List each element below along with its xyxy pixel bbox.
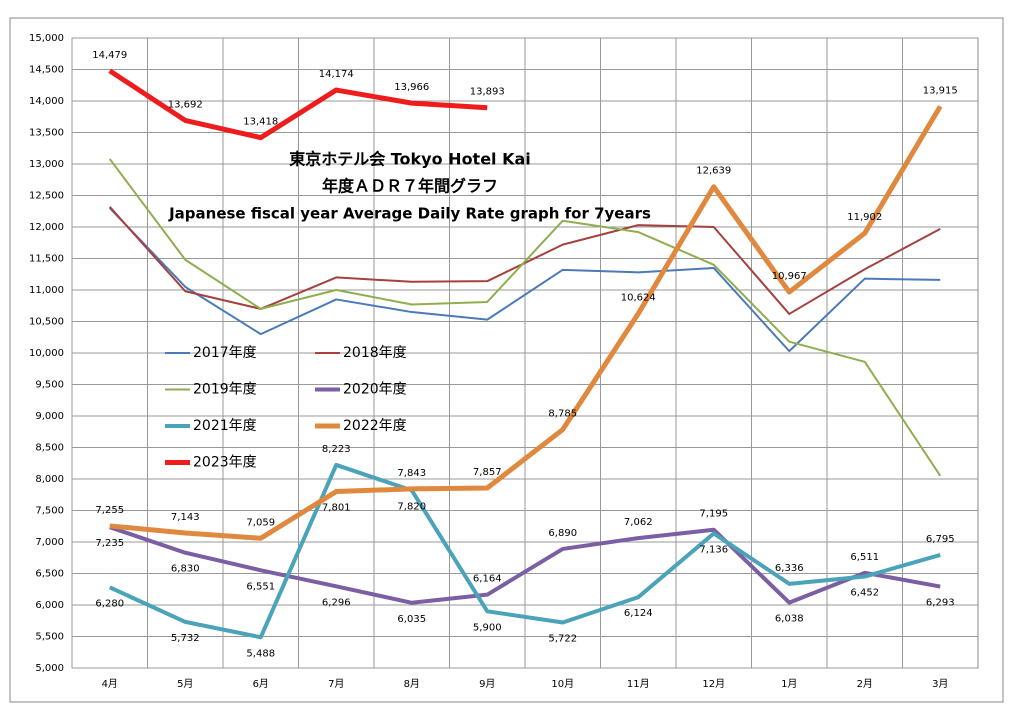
- data-label: 7,136: [699, 544, 728, 555]
- legend-label: 2022年度: [343, 418, 407, 434]
- data-label: 6,124: [624, 608, 653, 619]
- data-label: 5,488: [246, 648, 275, 659]
- y-tick-label: 11,500: [29, 254, 64, 265]
- series-line: [109, 105, 943, 541]
- data-label: 14,479: [92, 50, 127, 61]
- series-line: [109, 525, 941, 605]
- data-label: 13,966: [394, 82, 429, 93]
- chart-title: Japanese fiscal year Average Daily Rate …: [168, 205, 651, 223]
- y-tick-label: 14,000: [29, 96, 64, 107]
- data-label: 11,902: [847, 212, 882, 223]
- y-tick-label: 9,500: [35, 380, 64, 391]
- y-tick-label: 8,500: [35, 443, 64, 454]
- data-label: 10,967: [772, 271, 807, 282]
- data-label: 7,820: [397, 501, 426, 512]
- series-line: [108, 158, 942, 477]
- y-tick-label: 13,000: [29, 159, 64, 170]
- chart-title: 東京ホテル会 Tokyo Hotel Kai: [289, 150, 531, 169]
- data-label: 5,722: [548, 634, 577, 645]
- y-tick-label: 11,000: [29, 285, 64, 296]
- data-label: 7,059: [246, 517, 275, 528]
- legend-label: 2018年度: [343, 345, 407, 361]
- data-label: 6,280: [95, 598, 124, 609]
- x-tick-label: 4月: [102, 678, 118, 690]
- series-line: [109, 207, 941, 353]
- x-tick-label: 3月: [932, 678, 948, 690]
- data-label: 7,235: [95, 538, 124, 549]
- y-tick-label: 6,500: [35, 569, 64, 580]
- legend-label: 2019年度: [193, 382, 257, 398]
- data-label: 6,511: [850, 552, 879, 563]
- y-tick-label: 5,500: [35, 632, 64, 643]
- y-tick-label: 14,500: [29, 65, 64, 76]
- data-label: 13,418: [243, 117, 278, 128]
- data-label: 7,255: [95, 505, 124, 516]
- x-tick-label: 9月: [479, 678, 495, 690]
- data-label: 6,038: [775, 614, 804, 625]
- y-tick-label: 6,000: [35, 600, 64, 611]
- data-label: 8,223: [322, 444, 351, 455]
- y-tick-label: 13,500: [29, 128, 64, 139]
- series-line: [108, 68, 488, 141]
- data-label: 6,795: [926, 534, 955, 545]
- x-tick-label: 7月: [328, 678, 344, 690]
- y-tick-label: 15,000: [29, 33, 64, 44]
- y-tick-label: 5,000: [35, 663, 64, 674]
- data-label: 6,830: [171, 564, 200, 575]
- data-label: 13,893: [470, 87, 505, 98]
- x-tick-label: 5月: [177, 678, 193, 690]
- y-tick-label: 12,500: [29, 191, 64, 202]
- x-tick-label: 6月: [253, 678, 269, 690]
- x-tick-label: 12月: [702, 678, 725, 690]
- data-label: 6,293: [926, 598, 955, 609]
- data-label: 5,732: [171, 633, 200, 644]
- data-label: 7,195: [699, 509, 728, 520]
- series-line: [109, 206, 941, 315]
- legend-label: 2023年度: [193, 455, 257, 471]
- legend-label: 2017年度: [193, 345, 257, 361]
- data-label: 6,336: [775, 563, 804, 574]
- data-label: 7,062: [624, 517, 653, 528]
- x-tick-label: 10月: [551, 678, 574, 690]
- chart-title: 年度ＡＤＲ７年間グラフ: [322, 177, 498, 196]
- data-label: 6,890: [548, 528, 577, 539]
- data-label: 7,857: [473, 467, 502, 478]
- legend-label: 2020年度: [343, 382, 407, 398]
- data-label: 7,143: [171, 512, 200, 523]
- data-label: 10,624: [621, 293, 656, 304]
- y-tick-label: 9,000: [35, 411, 64, 422]
- data-label: 8,785: [548, 409, 577, 420]
- data-label: 14,174: [319, 69, 354, 80]
- data-label: 13,692: [168, 99, 203, 110]
- x-tick-label: 8月: [404, 678, 420, 690]
- x-tick-label: 2月: [857, 678, 873, 690]
- y-tick-label: 12,000: [29, 222, 64, 233]
- data-label: 7,843: [397, 468, 426, 479]
- data-label: 13,915: [923, 85, 958, 96]
- y-tick-label: 8,000: [35, 474, 64, 485]
- y-tick-label: 7,000: [35, 537, 64, 548]
- series-line: [108, 462, 941, 640]
- legend-label: 2021年度: [193, 418, 257, 434]
- data-label: 7,801: [322, 503, 351, 514]
- data-label: 6,164: [473, 574, 502, 585]
- data-label: 5,900: [473, 622, 502, 633]
- data-label: 6,296: [322, 597, 351, 608]
- y-tick-label: 7,500: [35, 506, 64, 517]
- x-tick-label: 1月: [781, 678, 797, 690]
- data-label: 6,035: [397, 614, 426, 625]
- data-label: 12,639: [696, 166, 731, 177]
- data-label: 6,452: [850, 588, 879, 599]
- x-tick-label: 11月: [627, 678, 650, 690]
- chart-border: [9, 17, 1004, 703]
- y-tick-label: 10,000: [29, 348, 64, 359]
- y-tick-label: 10,500: [29, 317, 64, 328]
- data-label: 6,551: [246, 581, 275, 592]
